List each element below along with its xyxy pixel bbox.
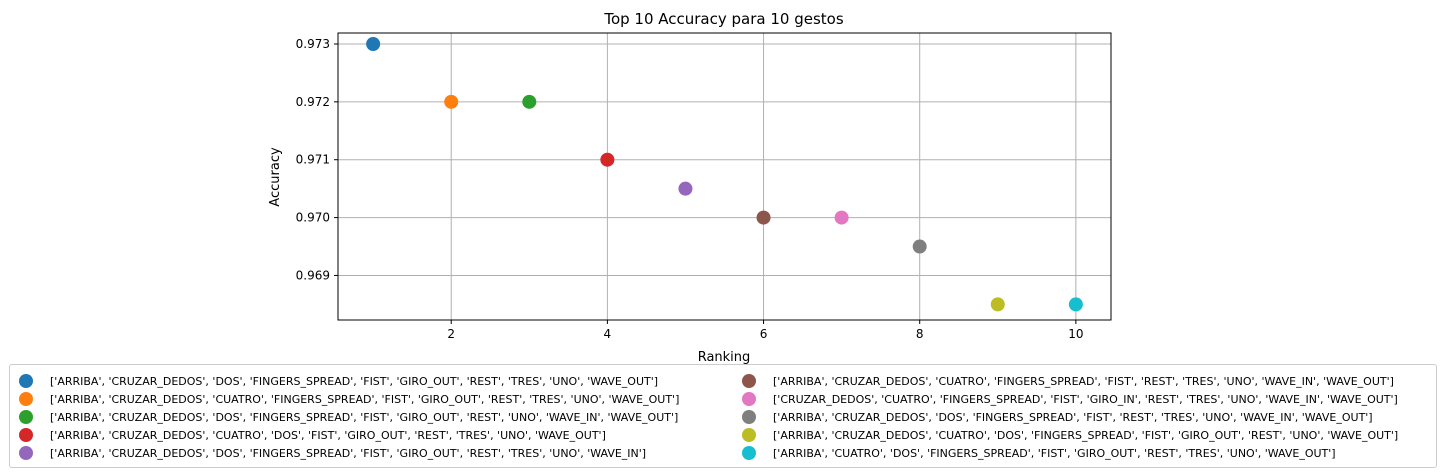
y-tick-label: 0.970 (296, 211, 330, 225)
legend-label: ['CRUZAR_DEDOS', 'CUATRO', 'FINGERS_SPRE… (773, 392, 1398, 406)
legend-marker (742, 428, 756, 442)
plot-area-frame (337, 32, 1112, 321)
y-tick-label: 0.973 (296, 37, 330, 51)
legend-marker (19, 428, 33, 442)
data-point (1068, 297, 1083, 312)
data-point (600, 152, 615, 167)
data-point (834, 210, 849, 225)
legend-label: ['ARRIBA', 'CRUZAR_DEDOS', 'CUATRO', 'DO… (773, 428, 1399, 442)
data-point (366, 36, 381, 51)
legend-entry: ['CRUZAR_DEDOS', 'CUATRO', 'FINGERS_SPRE… (742, 390, 1398, 408)
y-tick-label: 0.971 (296, 153, 330, 167)
legend-entry: ['ARRIBA', 'CRUZAR_DEDOS', 'DOS', 'FINGE… (742, 408, 1373, 426)
x-tick-label: 6 (760, 327, 768, 341)
legend-entry: ['ARRIBA', 'CRUZAR_DEDOS', 'DOS', 'FINGE… (19, 444, 646, 462)
data-points (366, 36, 1083, 312)
x-tick-label: 8 (916, 327, 924, 341)
data-point (678, 181, 693, 196)
legend-marker (19, 374, 33, 388)
legend-entry: ['ARRIBA', 'CRUZAR_DEDOS', 'DOS', 'FINGE… (19, 372, 658, 390)
x-tick-label: 2 (447, 327, 455, 341)
y-tick-label: 0.972 (296, 95, 330, 109)
data-point (912, 239, 927, 254)
data-point (756, 210, 771, 225)
legend-label: ['ARRIBA', 'CUATRO', 'DOS', 'FINGERS_SPR… (773, 446, 1336, 460)
y-tick-label: 0.969 (296, 268, 330, 282)
legend-entry: ['ARRIBA', 'CRUZAR_DEDOS', 'CUATRO', 'DO… (19, 426, 606, 444)
legend: ['ARRIBA', 'CRUZAR_DEDOS', 'DOS', 'FINGE… (9, 364, 1437, 468)
legend-marker (742, 392, 756, 406)
y-axis-label: Accuracy (268, 147, 283, 207)
legend-marker (19, 446, 33, 460)
data-point (444, 94, 459, 109)
legend-label: ['ARRIBA', 'CRUZAR_DEDOS', 'DOS', 'FINGE… (50, 410, 679, 424)
legend-entry: ['ARRIBA', 'CRUZAR_DEDOS', 'CUATRO', 'DO… (742, 426, 1398, 444)
data-point (522, 94, 537, 109)
legend-entry: ['ARRIBA', 'CUATRO', 'DOS', 'FINGERS_SPR… (742, 444, 1336, 462)
legend-entry: ['ARRIBA', 'CRUZAR_DEDOS', 'CUATRO', 'FI… (19, 390, 679, 408)
legend-marker (742, 374, 756, 388)
legend-marker (19, 410, 33, 424)
legend-marker (742, 446, 756, 460)
legend-label: ['ARRIBA', 'CRUZAR_DEDOS', 'CUATRO', 'DO… (50, 428, 606, 442)
axis-ticks: 2 4 6 8 10 0.969 0.970 0.971 0.972 0.973 (296, 37, 1084, 341)
legend-entry: ['ARRIBA', 'CRUZAR_DEDOS', 'DOS', 'FINGE… (19, 408, 678, 426)
x-tick-label: 4 (604, 327, 612, 341)
data-point (990, 297, 1005, 312)
chart-title: Top 10 Accuracy para 10 gestos (603, 10, 844, 28)
legend-label: ['ARRIBA', 'CRUZAR_DEDOS', 'CUATRO', 'FI… (50, 392, 680, 406)
x-tick-label: 10 (1068, 327, 1083, 341)
legend-label: ['ARRIBA', 'CRUZAR_DEDOS', 'DOS', 'FINGE… (50, 446, 647, 460)
legend-label: ['ARRIBA', 'CRUZAR_DEDOS', 'DOS', 'FINGE… (773, 410, 1373, 424)
legend-label: ['ARRIBA', 'CRUZAR_DEDOS', 'CUATRO', 'FI… (773, 374, 1394, 388)
legend-marker (19, 392, 33, 406)
grid-lines (338, 33, 1111, 320)
legend-entry: ['ARRIBA', 'CRUZAR_DEDOS', 'CUATRO', 'FI… (742, 372, 1394, 390)
legend-marker (742, 410, 756, 424)
legend-label: ['ARRIBA', 'CRUZAR_DEDOS', 'DOS', 'FINGE… (50, 374, 659, 388)
x-axis-label: Ranking (698, 350, 751, 365)
